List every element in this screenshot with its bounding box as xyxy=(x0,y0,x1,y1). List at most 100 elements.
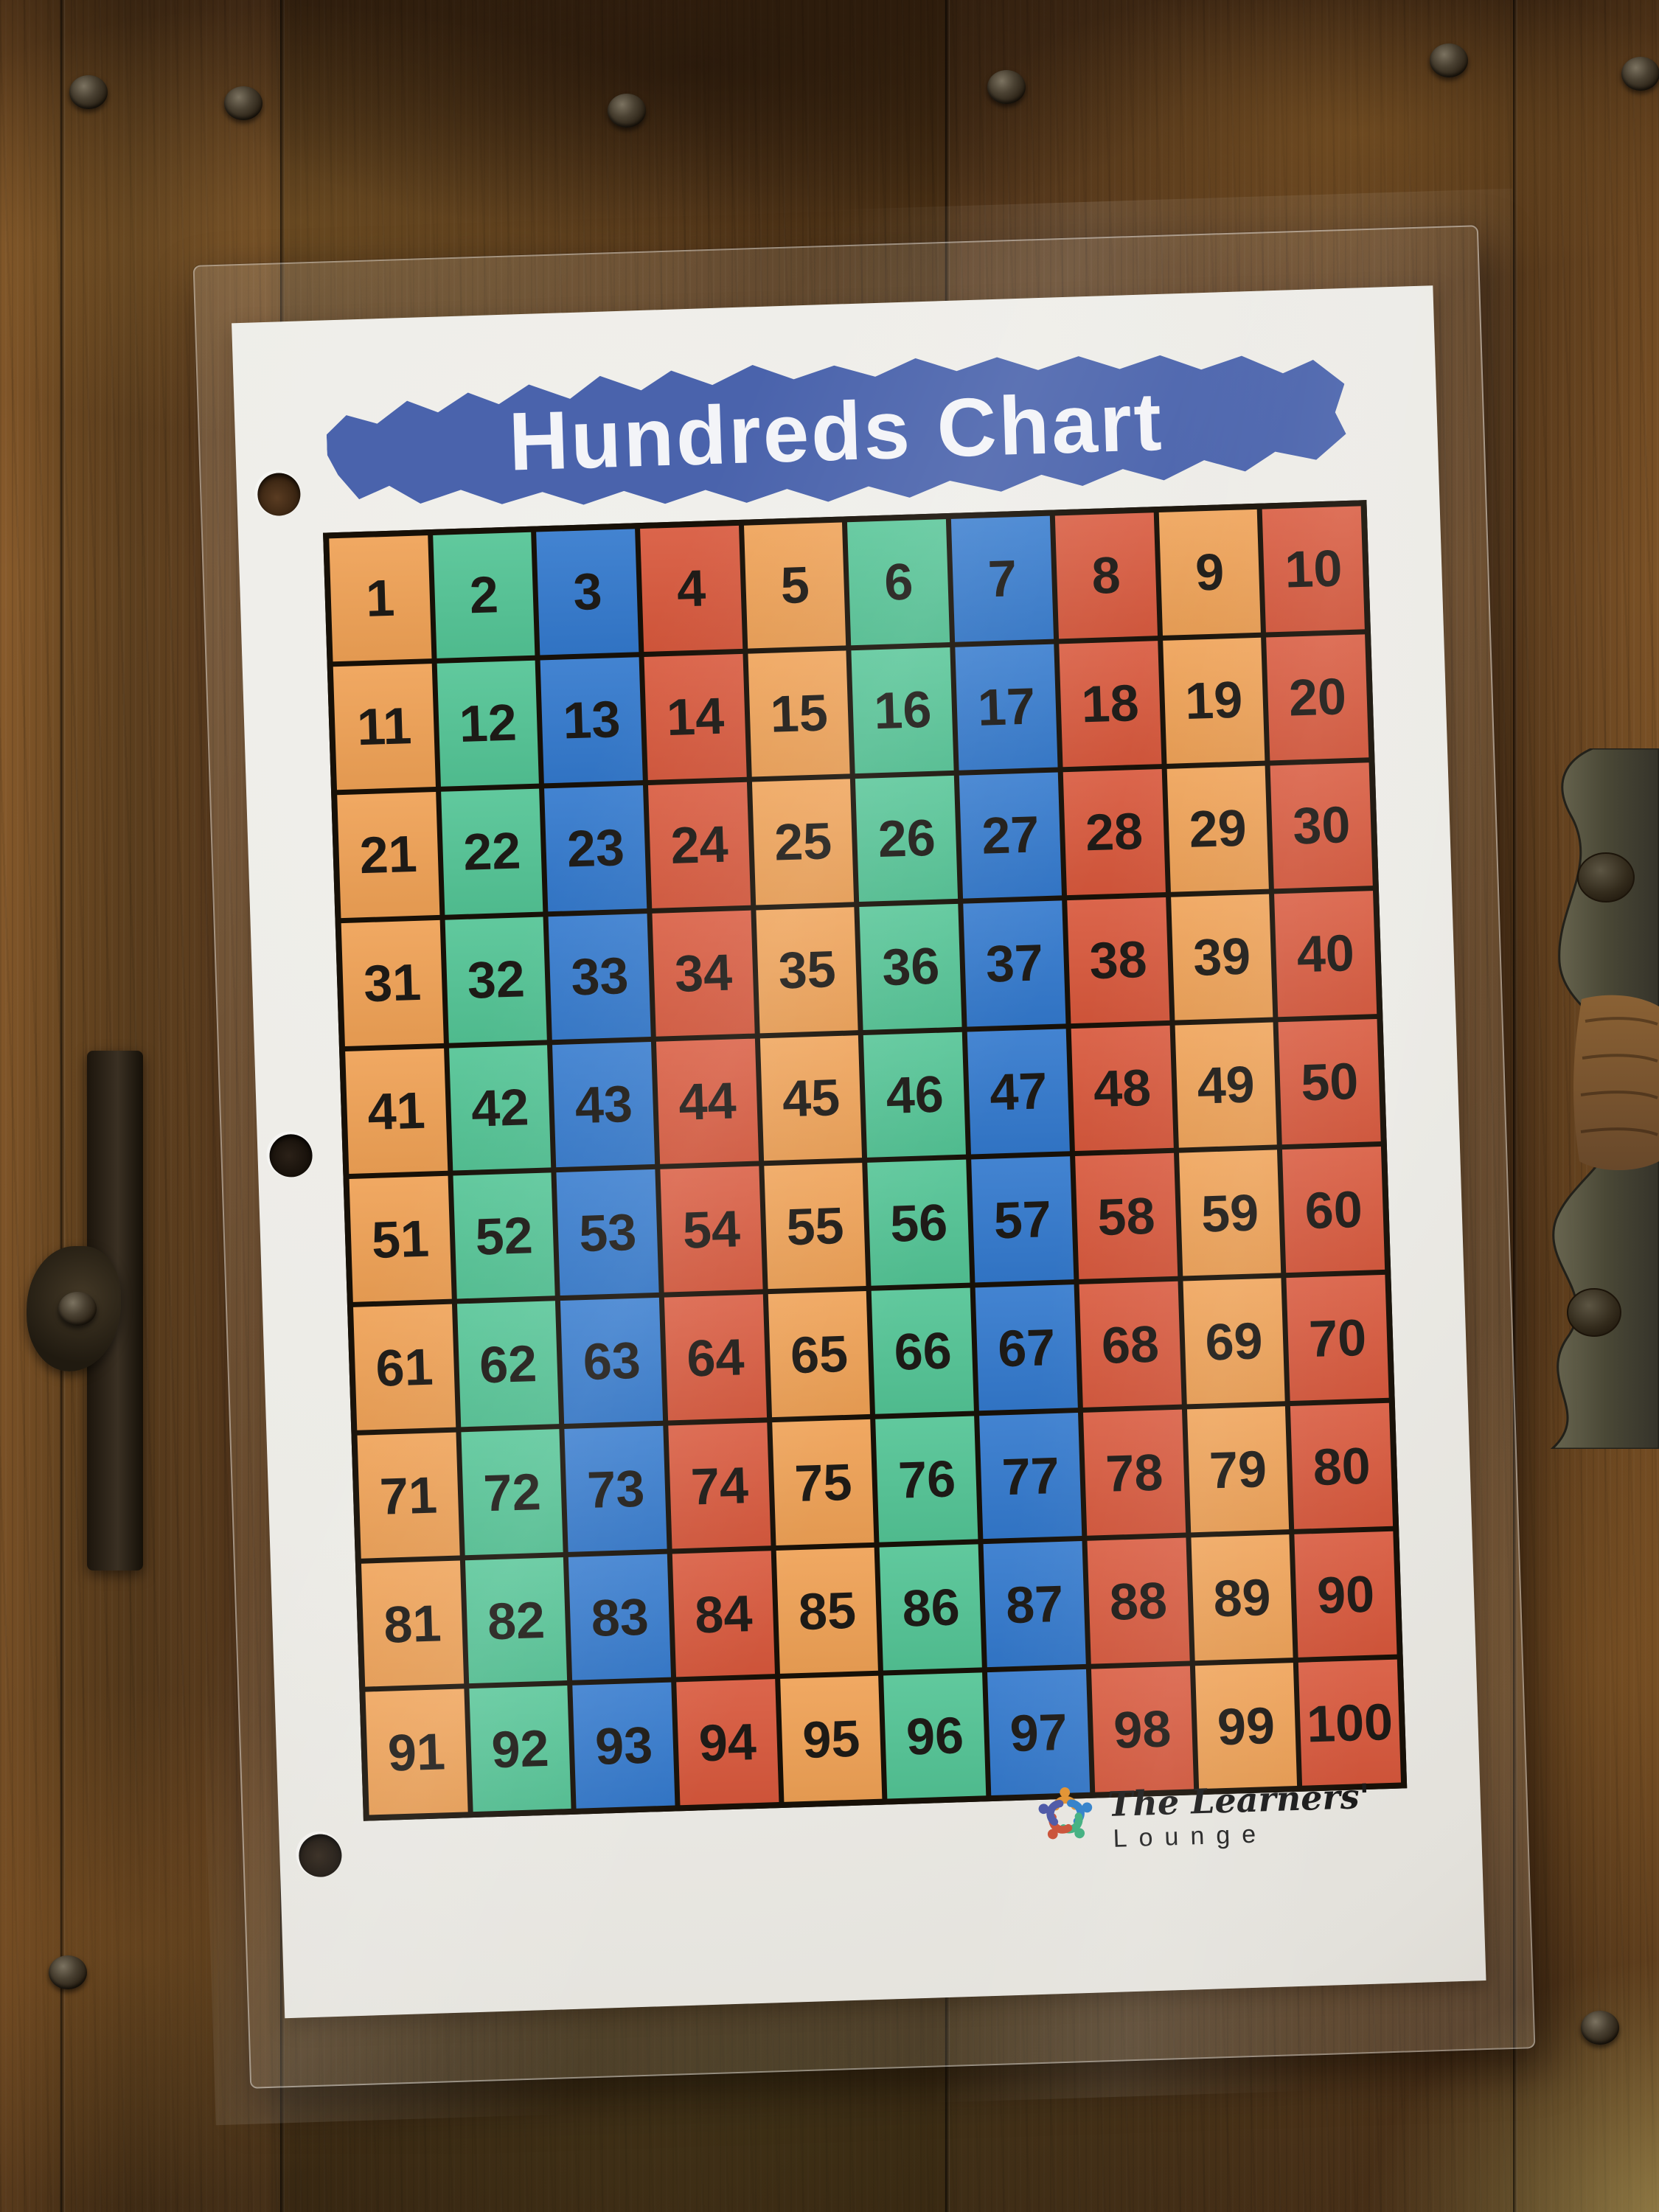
grid-cell-48: 48 xyxy=(1071,1025,1174,1152)
grid-cell-21: 21 xyxy=(337,791,440,918)
laminate-pouch: Hundreds Chart 1 2 3 4 5 6 7 8 9 10 11 12 13 14 15 16 17… xyxy=(156,188,1572,2126)
grid-cell-84: 84 xyxy=(672,1551,775,1677)
grid-cell-57: 57 xyxy=(971,1156,1074,1283)
title-banner: Hundreds Chart xyxy=(324,337,1348,525)
grid-cell-71: 71 xyxy=(357,1432,460,1559)
grid-cell-22: 22 xyxy=(440,788,543,915)
grid-cell-80: 80 xyxy=(1290,1403,1394,1530)
punch-hole-top xyxy=(257,472,302,517)
grid-cell-43: 43 xyxy=(552,1041,655,1168)
grid-cell-85: 85 xyxy=(776,1548,879,1674)
grid-cell-10: 10 xyxy=(1262,506,1365,633)
grid-cell-25: 25 xyxy=(751,779,855,905)
grid-cell-32: 32 xyxy=(445,917,548,1043)
metal-stud xyxy=(1581,2011,1619,2045)
metal-stud xyxy=(58,1292,97,1326)
metal-stud xyxy=(1621,57,1659,91)
grid-cell-82: 82 xyxy=(465,1557,568,1684)
metal-stud xyxy=(608,94,646,128)
grid-cell-8: 8 xyxy=(1054,512,1158,639)
grid-cell-16: 16 xyxy=(851,647,954,773)
grid-cell-95: 95 xyxy=(779,1675,883,1802)
grid-cell-41: 41 xyxy=(345,1048,448,1175)
punch-hole-bottom xyxy=(298,1833,343,1878)
grid-cell-28: 28 xyxy=(1062,768,1166,895)
grid-cell-20: 20 xyxy=(1266,634,1369,761)
metal-stud xyxy=(49,1955,87,1989)
grid-cell-77: 77 xyxy=(979,1413,1082,1540)
grid-cell-59: 59 xyxy=(1178,1150,1281,1276)
grid-cell-74: 74 xyxy=(668,1422,771,1549)
grid-cell-98: 98 xyxy=(1091,1666,1194,1792)
punch-hole-middle xyxy=(268,1133,313,1178)
grid-cell-68: 68 xyxy=(1079,1281,1182,1408)
logo-text-line1: The Learners' xyxy=(1107,1775,1371,1825)
grid-cell-53: 53 xyxy=(556,1169,659,1296)
grid-cell-50: 50 xyxy=(1278,1018,1381,1145)
hundreds-grid: 1 2 3 4 5 6 7 8 9 10 11 12 13 14 15 16 17 18 19 20 21 22 23 24 2… xyxy=(323,500,1408,1821)
metal-stud xyxy=(224,86,262,120)
grid-cell-66: 66 xyxy=(872,1287,975,1414)
grid-cell-86: 86 xyxy=(880,1544,983,1671)
plank-seam xyxy=(1513,0,1517,2212)
grid-cell-31: 31 xyxy=(341,919,444,1046)
grid-cell-70: 70 xyxy=(1286,1275,1389,1402)
grid-cell-49: 49 xyxy=(1175,1022,1278,1149)
grid-cell-62: 62 xyxy=(456,1301,560,1427)
grid-cell-64: 64 xyxy=(664,1294,767,1421)
grid-cell-81: 81 xyxy=(361,1560,464,1687)
grid-cell-76: 76 xyxy=(875,1416,978,1543)
metal-stud xyxy=(987,70,1026,104)
grid-cell-46: 46 xyxy=(863,1032,967,1158)
grid-cell-55: 55 xyxy=(764,1163,866,1290)
grid-cell-33: 33 xyxy=(548,913,651,1040)
grid-cell-51: 51 xyxy=(349,1176,452,1303)
grid-cell-60: 60 xyxy=(1282,1147,1385,1273)
grid-cell-40: 40 xyxy=(1274,890,1377,1017)
grid-cell-42: 42 xyxy=(448,1045,552,1172)
grid-cell-24: 24 xyxy=(648,782,751,908)
grid-cell-63: 63 xyxy=(560,1298,664,1425)
grid-cell-73: 73 xyxy=(564,1426,667,1553)
grid-cell-52: 52 xyxy=(453,1172,556,1299)
grid-cell-89: 89 xyxy=(1191,1534,1293,1661)
grid-cell-3: 3 xyxy=(536,529,639,655)
grid-cell-79: 79 xyxy=(1186,1406,1290,1533)
grid-cell-99: 99 xyxy=(1194,1663,1298,1790)
grid-cell-36: 36 xyxy=(859,903,962,1030)
grid-cell-56: 56 xyxy=(867,1160,970,1287)
page-title: Hundreds Chart xyxy=(507,375,1165,488)
learners-lounge-logo: The Learners' Lounge xyxy=(1033,1774,1371,1857)
grid-cell-30: 30 xyxy=(1270,762,1373,889)
drawer-handle-plate xyxy=(1550,748,1659,1449)
grid-cell-5: 5 xyxy=(743,522,846,649)
grid-cell-100: 100 xyxy=(1298,1659,1401,1786)
grid-cell-88: 88 xyxy=(1087,1537,1190,1664)
grid-cell-87: 87 xyxy=(983,1541,1086,1668)
grid-cell-61: 61 xyxy=(353,1304,456,1431)
grid-cell-38: 38 xyxy=(1067,897,1169,1023)
grid-cell-35: 35 xyxy=(756,906,859,1033)
grid-cell-17: 17 xyxy=(955,644,1058,771)
grid-cell-2: 2 xyxy=(432,532,535,658)
grid-cell-6: 6 xyxy=(847,519,950,646)
grid-cell-27: 27 xyxy=(959,772,1062,899)
grid-cell-83: 83 xyxy=(568,1554,672,1680)
metal-stud xyxy=(69,75,108,109)
grid-cell-58: 58 xyxy=(1075,1153,1178,1280)
grid-cell-39: 39 xyxy=(1170,894,1273,1020)
grid-cell-9: 9 xyxy=(1158,509,1262,636)
grid-cell-78: 78 xyxy=(1082,1409,1186,1536)
learners-lounge-icon xyxy=(1039,1787,1093,1840)
grid-cell-96: 96 xyxy=(883,1672,987,1799)
grid-cell-15: 15 xyxy=(748,650,851,777)
grid-cell-94: 94 xyxy=(676,1679,779,1806)
grid-cell-75: 75 xyxy=(772,1419,874,1546)
metal-stud xyxy=(1430,44,1468,77)
grid-cell-7: 7 xyxy=(951,515,1054,642)
grid-cell-45: 45 xyxy=(759,1034,863,1161)
grid-cell-93: 93 xyxy=(572,1682,675,1809)
grid-cell-37: 37 xyxy=(963,900,1066,1027)
grid-cell-65: 65 xyxy=(768,1291,871,1418)
grid-cell-67: 67 xyxy=(975,1284,1078,1411)
